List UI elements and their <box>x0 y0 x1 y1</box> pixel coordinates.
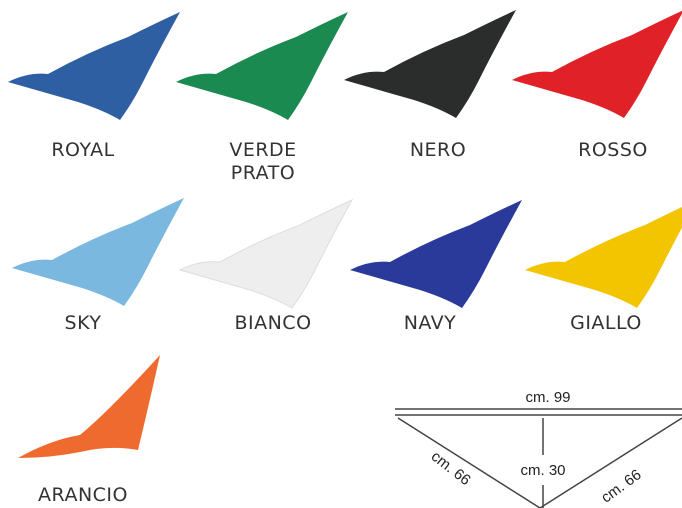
label: VERDE PRATO <box>229 139 297 184</box>
dim-right: cm. 66 <box>598 466 644 506</box>
swatch-giallo <box>525 200 682 308</box>
label: ROSSO <box>578 139 648 161</box>
label: NERO <box>409 139 467 161</box>
dim-width: cm. 99 <box>525 389 570 406</box>
swatch-navy <box>350 200 522 308</box>
swatch-verde <box>176 12 348 120</box>
swatch-sky <box>12 198 184 306</box>
label: ARANCIO <box>38 484 128 506</box>
label: SKY <box>64 312 102 334</box>
swatch-nero <box>344 10 516 118</box>
label: ROYAL <box>51 139 115 161</box>
dim-height: cm. 30 <box>520 462 565 479</box>
swatch-arancio <box>18 355 160 458</box>
swatch-rosso <box>512 10 682 118</box>
label: GIALLO <box>570 312 642 334</box>
swatch-bianco <box>179 199 353 309</box>
dim-left: cm. 66 <box>428 448 474 489</box>
label: NAVY <box>403 312 457 334</box>
label: BIANCO <box>234 312 312 334</box>
dimension-diagram <box>395 408 682 508</box>
swatch-royal <box>8 12 180 120</box>
